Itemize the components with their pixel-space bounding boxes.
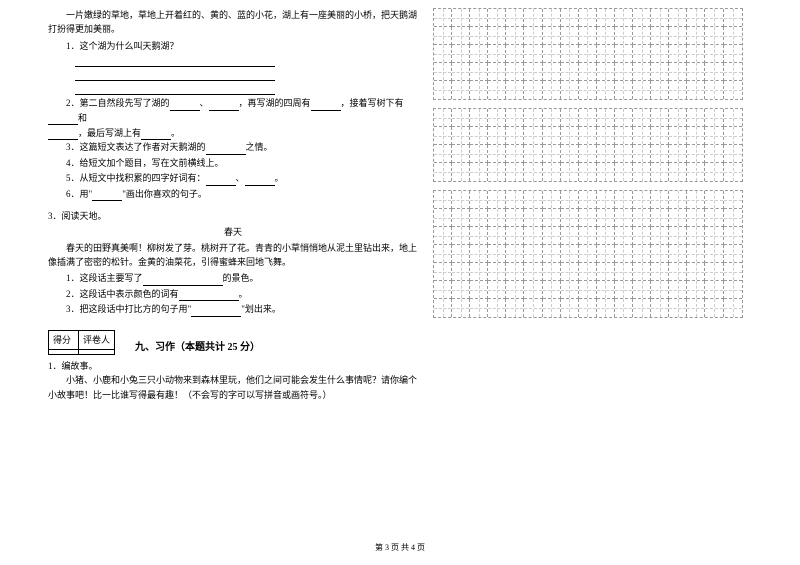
page-footer: 第 3 页 共 4 页 bbox=[0, 542, 800, 555]
writing-grid-3 bbox=[433, 190, 743, 318]
section9-header: 得分 评卷人 九、习作（本题共计 25 分） bbox=[48, 318, 418, 359]
passage2-q3: 3．把这段话中打比方的句子用""划出来。 bbox=[48, 302, 418, 316]
score-table: 得分 评卷人 bbox=[48, 330, 115, 355]
left-column: 一片嫩绿的草地，草地上开着红的、黄的、蓝的小花，湖上有一座美丽的小桥，把天鹅湖打… bbox=[48, 8, 433, 404]
score-value bbox=[49, 350, 79, 355]
passage1-intro: 一片嫩绿的草地，草地上开着红的、黄的、蓝的小花，湖上有一座美丽的小桥，把天鹅湖打… bbox=[48, 8, 418, 37]
passage2-title: 春天 bbox=[48, 225, 418, 239]
passage1-q2-cont: ，最后写湖上有。 bbox=[48, 126, 418, 140]
passage2-q2: 2．这段话中表示颜色的词有。 bbox=[48, 287, 418, 301]
section9-qnum: 1．编故事。 bbox=[48, 359, 418, 373]
passage1-q3: 3．这篇短文表达了作者对天鹅湖的之情。 bbox=[48, 140, 418, 154]
right-column bbox=[433, 8, 743, 404]
reviewer-value bbox=[79, 350, 115, 355]
passage1-q4: 4．给短文加个题目，写在文前横线上。 bbox=[48, 156, 418, 170]
blank-line bbox=[75, 54, 275, 67]
blank-line bbox=[75, 82, 275, 95]
passage1-q2: 2．第二自然段先写了湖的、，再写湖的四周有，接着写树下有和 bbox=[48, 96, 418, 125]
passage2-num: 3．阅读天地。 bbox=[48, 209, 418, 223]
reviewer-label: 评卷人 bbox=[79, 330, 115, 349]
blank-line bbox=[75, 68, 275, 81]
passage2-q1: 1．这段话主要写了的景色。 bbox=[48, 271, 418, 285]
score-label: 得分 bbox=[49, 330, 79, 349]
writing-grid-2 bbox=[433, 108, 743, 182]
passage1-q6: 6．用""画出你喜欢的句子。 bbox=[48, 187, 418, 201]
section9-title: 九、习作（本题共计 25 分） bbox=[135, 340, 260, 359]
passage1-q1: 1．这个湖为什么叫天鹅湖？ bbox=[48, 39, 418, 53]
section9-text: 小猪、小鹿和小兔三只小动物来到森林里玩，他们之间可能会发生什么事情呢？请你编个小… bbox=[48, 373, 418, 402]
answer-lines bbox=[48, 54, 418, 95]
writing-grid-1 bbox=[433, 8, 743, 100]
passage2-text: 春天的田野真美啊！柳树发了芽。桃树开了花。青青的小草悄悄地从泥土里钻出来，地上像… bbox=[48, 241, 418, 270]
passage1-q5: 5．从短文中找积累的四字好词有：、。 bbox=[48, 171, 418, 185]
